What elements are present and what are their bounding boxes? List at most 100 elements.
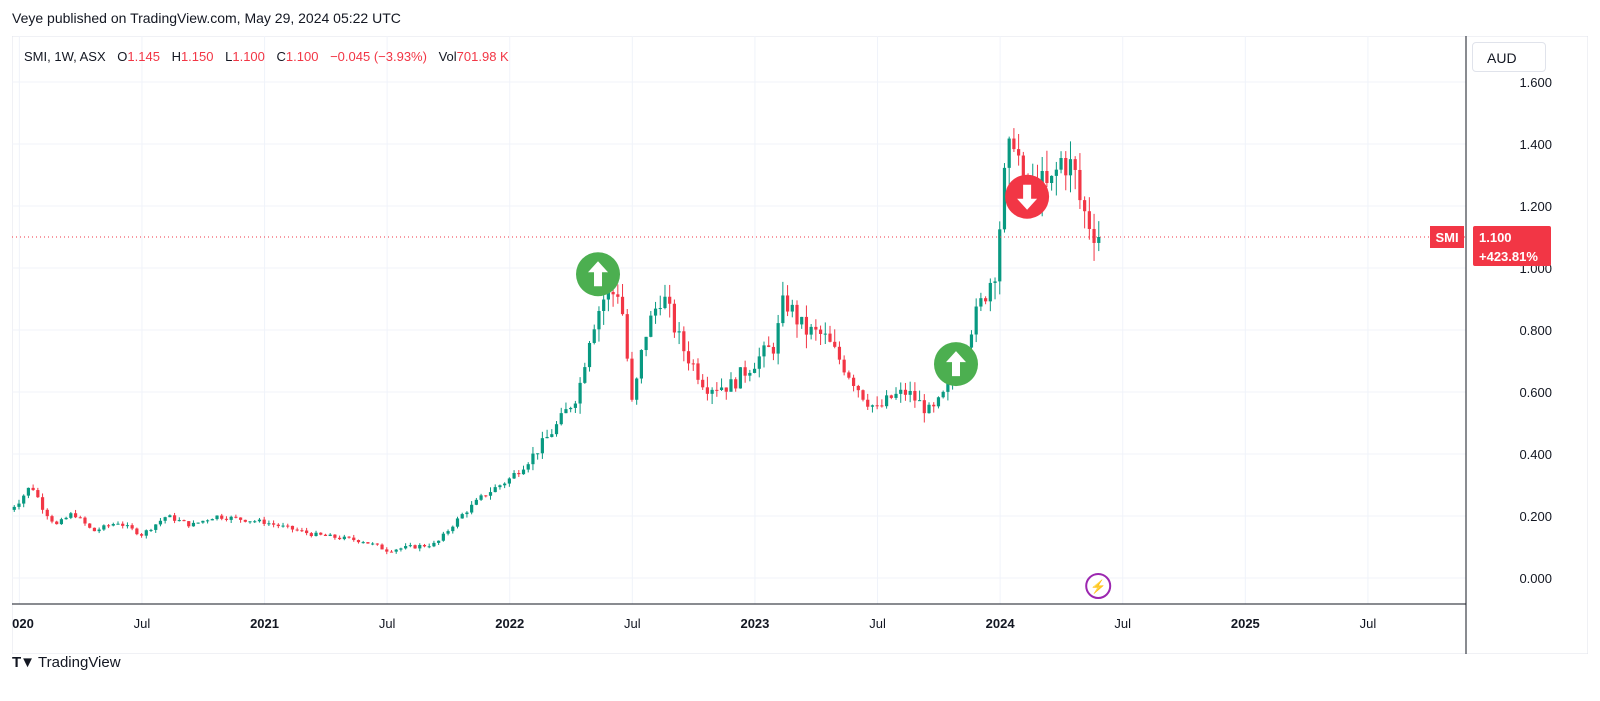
candle-body xyxy=(672,303,677,333)
candle-body xyxy=(1087,211,1091,229)
candle-body xyxy=(422,544,427,547)
volume-label: Vol xyxy=(438,49,457,64)
candle-body xyxy=(625,314,629,359)
candle-body xyxy=(272,523,276,525)
candle-body xyxy=(851,377,856,386)
candle-body xyxy=(111,523,115,526)
price-tag-change: +423.81% xyxy=(1479,249,1538,264)
candle-body xyxy=(677,331,681,333)
candle-body xyxy=(314,532,318,537)
candle-body xyxy=(474,499,478,505)
candle-body xyxy=(352,537,356,541)
candle-body xyxy=(1012,138,1016,150)
candle-body xyxy=(734,379,738,389)
candle-body xyxy=(809,326,813,335)
candle-body xyxy=(818,329,823,334)
candle-body xyxy=(323,534,328,536)
candle-body xyxy=(757,356,761,369)
candle-body xyxy=(1045,171,1049,183)
candle-body xyxy=(984,298,988,302)
candle-body xyxy=(40,497,45,510)
candle-body xyxy=(653,308,658,316)
candle-body xyxy=(215,515,219,520)
candle-body xyxy=(102,525,106,530)
candle-body xyxy=(587,342,592,368)
chart-frame-border xyxy=(11,35,1589,655)
candle-body xyxy=(1059,158,1063,170)
candle-body xyxy=(154,524,158,530)
candle-body xyxy=(17,503,21,507)
open-label: O xyxy=(117,49,128,64)
candle-body xyxy=(460,514,464,519)
candle-body xyxy=(238,517,243,520)
candle-body xyxy=(22,495,26,504)
candle-body xyxy=(220,515,224,519)
candle-body xyxy=(125,525,130,527)
candle-body xyxy=(26,487,31,496)
chart-area[interactable]: 1.600 1.400 1.200 1.000 0.800 0.600 0.400 0.200… xyxy=(5,35,1589,655)
candle-body xyxy=(69,513,73,518)
candle-body xyxy=(969,334,974,348)
candle-body xyxy=(305,530,309,534)
candle-body xyxy=(635,378,639,400)
y-tick-label: 0.200 xyxy=(1519,509,1552,524)
candle-body xyxy=(946,381,950,392)
lightning-icon: ⚡ xyxy=(1090,579,1106,595)
candle-body xyxy=(517,473,521,475)
candle-body xyxy=(979,298,983,307)
candle-body xyxy=(927,404,931,414)
tradingview-logo[interactable]: T▼ TradingView xyxy=(12,654,121,671)
candle-body xyxy=(578,382,582,404)
candle-body xyxy=(536,453,540,455)
candle-body xyxy=(234,516,238,518)
candle-body xyxy=(823,333,827,335)
candle-body xyxy=(248,521,252,523)
candle-body xyxy=(1092,228,1096,243)
candle-body xyxy=(385,549,389,552)
candle-body xyxy=(559,413,563,425)
candle-body xyxy=(814,326,818,330)
symbol-label[interactable]: SMI, 1W, ASX xyxy=(24,49,106,64)
candle-body xyxy=(719,387,724,390)
candle-body xyxy=(163,517,167,521)
candle-body xyxy=(149,529,153,531)
candle-body xyxy=(375,543,379,545)
candle-body xyxy=(724,387,728,392)
candle-body xyxy=(550,434,554,437)
low-label: L xyxy=(225,49,233,64)
candle-body xyxy=(936,397,941,407)
candle-body xyxy=(743,367,747,376)
high-value: 1.150 xyxy=(180,49,214,64)
candle-body xyxy=(404,546,408,549)
arrow-down-icon xyxy=(1017,184,1038,210)
candle-body xyxy=(286,525,290,527)
y-tick-label: 0.000 xyxy=(1519,571,1552,586)
candle-body xyxy=(389,551,394,553)
candle-body xyxy=(493,487,497,493)
candle-body xyxy=(210,519,214,521)
candle-body xyxy=(785,295,790,312)
candlestick-chart[interactable]: 1.6001.4001.2001.0000.8000.6000.4000.200… xyxy=(5,35,1589,655)
candle-body xyxy=(870,405,875,407)
candle-body xyxy=(639,350,643,379)
candle-body xyxy=(795,304,799,325)
candle-body xyxy=(196,522,200,524)
candle-body xyxy=(36,490,40,498)
candle-body xyxy=(106,525,111,527)
candle-body xyxy=(366,542,370,544)
candle-body xyxy=(644,336,648,351)
volume-value: 701.98 K xyxy=(456,49,509,64)
candle-body xyxy=(182,520,186,522)
candle-body xyxy=(144,530,148,536)
candle-body xyxy=(974,306,978,335)
x-tick-label: 2020 xyxy=(12,616,34,631)
candle-body xyxy=(767,345,771,347)
x-tick-label: 2025 xyxy=(1231,616,1260,631)
candle-body xyxy=(1097,237,1101,243)
candle-body xyxy=(281,525,285,527)
x-tick-label: Jul xyxy=(1360,616,1377,631)
currency-button[interactable]: AUD xyxy=(1472,42,1546,72)
candle-body xyxy=(97,529,101,532)
candle-body xyxy=(1017,149,1021,156)
candle-body xyxy=(455,518,460,527)
